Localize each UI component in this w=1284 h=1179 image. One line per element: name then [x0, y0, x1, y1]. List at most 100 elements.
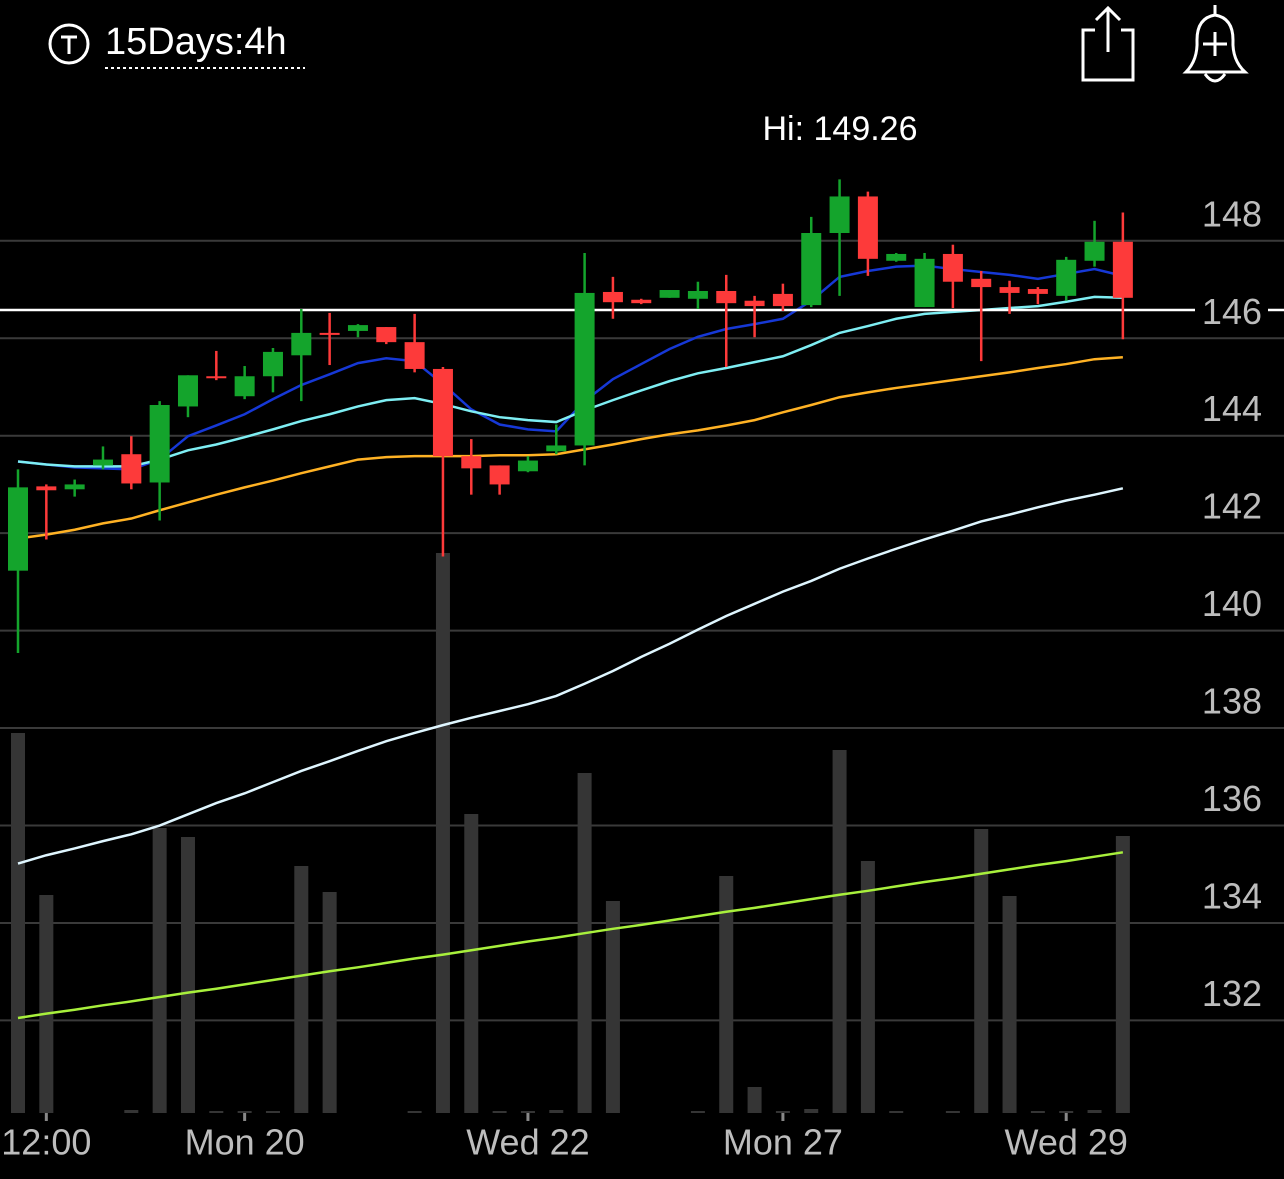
volume-bar	[945, 1111, 960, 1113]
candle-body	[602, 291, 623, 303]
y-tick-label: 148	[1202, 193, 1262, 234]
candle-body	[432, 368, 453, 457]
y-tick-label: 134	[1202, 875, 1262, 916]
x-tick-label: 12:00	[1, 1122, 91, 1163]
candle-body	[64, 484, 85, 490]
volume-bar	[492, 1111, 507, 1113]
candle-body	[262, 351, 283, 377]
volume-bar	[889, 1111, 904, 1113]
bell-icon	[1182, 13, 1249, 74]
volume-bar	[322, 892, 337, 1113]
candle-body	[971, 278, 992, 288]
timer-icon-glyph	[61, 35, 77, 54]
candle-body	[857, 196, 878, 259]
alert-button[interactable]	[1182, 5, 1249, 83]
candle-body	[1027, 289, 1048, 294]
candle-body	[999, 287, 1020, 293]
volume-bar	[407, 1111, 422, 1113]
x-tick-label: Mon 27	[723, 1122, 843, 1163]
volume-bar	[1115, 836, 1130, 1113]
candle-body	[376, 327, 397, 343]
candle-body	[1056, 259, 1077, 296]
candle-body	[206, 376, 227, 379]
candle-body	[772, 293, 793, 307]
volume-bar	[265, 1111, 280, 1113]
volume-bar	[435, 553, 450, 1113]
volume-bar	[747, 1087, 762, 1113]
candle-body	[121, 454, 142, 484]
y-tick-label: 138	[1202, 681, 1262, 722]
moving-average-line	[17, 295, 1123, 468]
bell-icon-detail	[1203, 5, 1227, 83]
y-tick-label: 144	[1202, 388, 1262, 429]
volume-bar	[1030, 1111, 1045, 1113]
plot-area: 132 134 136 138 140 142 144 146 148 12:00 Mon 20 We…	[0, 179, 1284, 1163]
volume-bar	[1002, 896, 1017, 1113]
candle-body	[574, 292, 595, 446]
volume-bar	[209, 1111, 224, 1113]
candle-body	[234, 376, 255, 397]
volume-bar	[11, 733, 25, 1113]
x-tick-label: Mon 20	[185, 1122, 305, 1163]
candle-body	[489, 465, 510, 485]
timer-icon	[48, 23, 90, 65]
moving-average-line	[17, 487, 1124, 865]
y-tick-label: 142	[1202, 486, 1262, 527]
moving-average-line	[17, 851, 1124, 1020]
candle-body	[291, 332, 312, 356]
volume-bar	[294, 866, 309, 1113]
candle-body	[92, 459, 113, 466]
candle-body	[716, 290, 737, 304]
candle-body	[1112, 241, 1133, 298]
volume-bar	[974, 829, 989, 1113]
candle-body	[659, 290, 680, 298]
share-icon	[1081, 5, 1135, 82]
volume-bar	[520, 1111, 535, 1113]
volume-bar	[577, 773, 592, 1113]
candle-body	[149, 405, 170, 483]
candle-body	[829, 196, 850, 234]
candle-body	[801, 233, 822, 306]
volume-bar	[832, 750, 847, 1113]
y-tick-label: 146	[1202, 291, 1262, 332]
volume-bar	[860, 861, 875, 1113]
candle-body	[744, 300, 765, 307]
volume-bar	[39, 895, 54, 1113]
candle-body	[319, 332, 340, 335]
volume-bar	[775, 1111, 790, 1113]
candle-body	[886, 253, 907, 261]
candle-body	[36, 486, 57, 491]
x-tick-label: Wed 29	[1004, 1122, 1127, 1163]
volume-bar	[804, 1109, 819, 1113]
candle-body	[942, 253, 963, 282]
volume-bar	[719, 876, 734, 1113]
candle-body	[461, 456, 482, 469]
volume-bar	[464, 814, 479, 1113]
volume-bar	[180, 837, 195, 1113]
volume-bar	[549, 1110, 564, 1113]
volume-bar	[237, 1111, 252, 1113]
timeframe-button[interactable]: 15Days:4h	[48, 21, 305, 69]
candle-body	[8, 487, 28, 571]
candle-body	[517, 460, 538, 472]
share-button[interactable]	[1081, 5, 1135, 82]
high-annotation: Hi: 149.26	[763, 110, 918, 148]
candle-body	[1084, 241, 1105, 261]
volume-bar	[1059, 1111, 1074, 1113]
candle-body	[546, 445, 567, 452]
moving-average-line	[17, 356, 1123, 540]
candle-body	[177, 375, 198, 407]
candle-body	[914, 258, 935, 308]
y-tick-label: 132	[1202, 973, 1262, 1014]
timeframe-label: 15Days:4h	[105, 21, 287, 63]
volume-bar	[690, 1111, 705, 1113]
volume-bar	[152, 828, 167, 1113]
candle-body	[404, 342, 425, 369]
y-tick-label: 140	[1202, 583, 1262, 624]
candle-body	[687, 290, 708, 299]
volume-bar	[1087, 1110, 1102, 1113]
candle-body	[347, 325, 368, 331]
candle-body	[631, 299, 652, 304]
